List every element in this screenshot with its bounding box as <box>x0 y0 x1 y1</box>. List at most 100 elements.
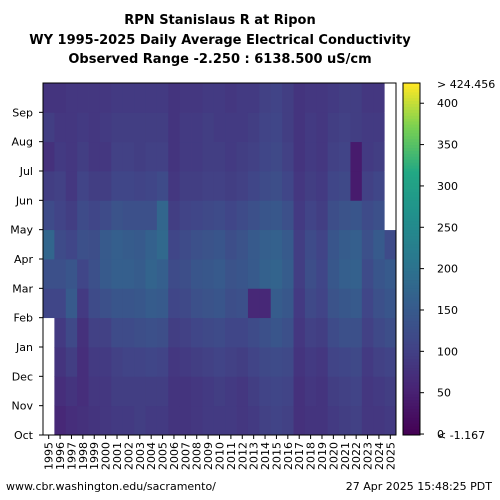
heatmap-cell <box>384 259 397 289</box>
heatmap-cell <box>247 288 260 319</box>
footer-timestamp: 27 Apr 2025 15:48:25 PDT <box>346 480 493 493</box>
heatmap-cell <box>191 141 203 172</box>
colorbar-segment <box>403 303 420 307</box>
heatmap-cell <box>77 141 89 172</box>
heatmap-cell <box>339 141 351 172</box>
heatmap-cell <box>111 317 124 348</box>
heatmap-cell <box>111 112 124 143</box>
heatmap-cell <box>373 259 386 289</box>
heatmap-cell <box>339 83 351 113</box>
heatmap-cell <box>65 376 78 407</box>
heatmap-cell <box>270 200 283 231</box>
colorbar-max-label: > 424.456 <box>437 78 495 91</box>
heatmap-cell <box>168 347 181 377</box>
heatmap-cell <box>316 347 329 377</box>
heatmap-cell <box>43 112 55 143</box>
heatmap-cell <box>145 259 158 289</box>
colorbar-segment <box>403 232 420 237</box>
colorbar: 0 50 100 150 200 250 300 350 400 > 424.456 < -1.16… <box>402 78 495 442</box>
colorbar-segment <box>403 426 420 430</box>
heatmap-cell <box>384 317 397 348</box>
x-tick-label: 2014 <box>259 442 272 470</box>
heatmap-cell <box>54 229 67 260</box>
colorbar-segment <box>403 341 420 345</box>
heatmap-cell <box>304 405 317 436</box>
heatmap-cell <box>282 200 294 231</box>
heatmap-cell <box>236 405 249 436</box>
colorbar-segment <box>403 162 420 166</box>
colorbar-segment <box>403 349 420 354</box>
heatmap-cell <box>77 200 89 231</box>
heatmap-cell <box>350 112 363 143</box>
heatmap-cell <box>225 229 237 260</box>
y-tick-label: Jun <box>15 194 33 207</box>
heatmap-cell <box>77 376 89 407</box>
x-tick-label: 1997 <box>65 442 78 470</box>
heatmap-cell <box>88 259 101 289</box>
heatmap-cell <box>145 347 158 377</box>
heatmap-cell <box>111 141 124 172</box>
heatmap-cell <box>99 229 112 260</box>
colorbar-segment <box>403 217 420 222</box>
heatmap-cell <box>202 317 215 348</box>
colorbar-segment <box>403 121 420 125</box>
colorbar-segment <box>403 156 420 160</box>
heatmap-cell <box>122 259 135 289</box>
heatmap-cell <box>236 171 249 201</box>
heatmap-cell <box>191 288 203 319</box>
heatmap-cell <box>168 112 181 143</box>
heatmap-cell <box>213 317 226 348</box>
heatmap-cell <box>247 317 260 348</box>
colorbar-segment <box>403 396 420 401</box>
colorbar-segment <box>403 264 420 269</box>
heatmap-cell <box>293 141 306 172</box>
heatmap-cell <box>134 83 146 113</box>
heatmap-cell <box>225 200 237 231</box>
colorbar-segment <box>403 209 420 213</box>
heatmap-cell <box>293 171 306 201</box>
heatmap-cell <box>191 347 203 377</box>
colorbar-segment <box>403 153 420 157</box>
heatmap-cell <box>304 83 317 113</box>
heatmap-cell <box>213 376 226 407</box>
heatmap-cell <box>270 259 283 289</box>
heatmap-cell <box>43 376 55 407</box>
heatmap-cell <box>339 288 351 319</box>
heatmap-cell <box>236 141 249 172</box>
x-tick-label: 2023 <box>362 442 375 470</box>
heatmap-cell <box>350 229 363 260</box>
heatmap-cell <box>77 229 89 260</box>
heatmap-cell <box>259 229 272 260</box>
colorbar-segment <box>403 97 420 102</box>
heatmap-cell <box>373 83 386 113</box>
colorbar-segment <box>403 197 420 201</box>
colorbar-segment <box>403 223 420 228</box>
colorbar-segment <box>403 226 420 231</box>
heatmap-cell <box>122 317 135 348</box>
heatmap-cell <box>304 317 317 348</box>
heatmap-cell <box>247 229 260 260</box>
heatmap-cell <box>88 317 101 348</box>
heatmap-cell <box>361 112 374 143</box>
heatmap-cell <box>145 200 158 231</box>
colorbar-segment <box>403 106 420 110</box>
heatmap-cell <box>88 112 101 143</box>
colorbar-segment <box>403 135 420 140</box>
colorbar-segment <box>403 144 420 149</box>
heatmap-cell <box>202 376 215 407</box>
x-tick-label: 2001 <box>111 442 124 470</box>
heatmap-cell <box>168 376 181 407</box>
y-tick-label: May <box>10 224 33 237</box>
colorbar-segment <box>403 402 420 407</box>
heatmap-cell <box>134 405 146 436</box>
heatmap-cell <box>373 112 386 143</box>
heatmap-cell <box>361 229 374 260</box>
heatmap-cell <box>259 83 272 113</box>
colorbar-tick-label: 250 <box>437 221 458 234</box>
colorbar-segment <box>403 112 420 116</box>
colorbar-segment <box>403 305 420 310</box>
y-tick-label: Oct <box>14 429 34 442</box>
heatmap-cell <box>54 288 67 319</box>
heatmap-cell <box>191 200 203 231</box>
heatmap-cell <box>54 112 67 143</box>
